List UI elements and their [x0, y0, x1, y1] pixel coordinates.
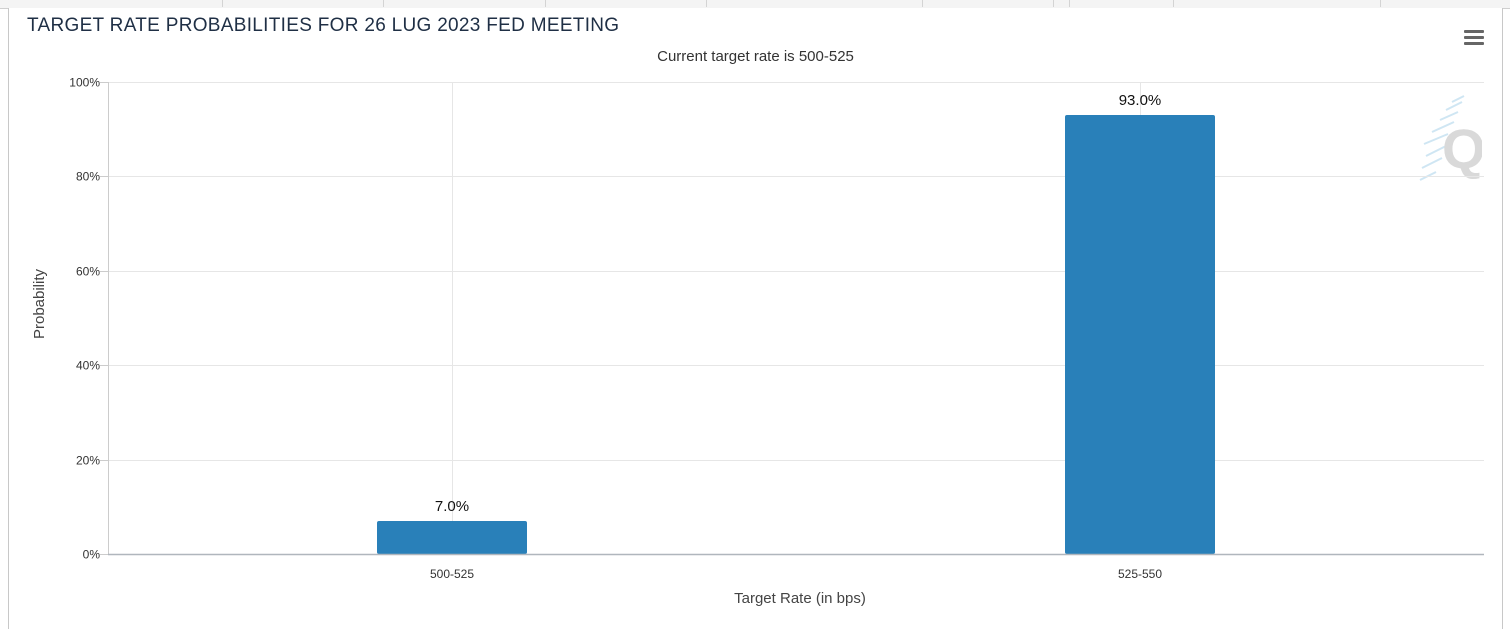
y-axis-title: Probability [31, 268, 48, 339]
gridlines [108, 82, 1484, 554]
x-axis-title: Target Rate (in bps) [734, 590, 866, 607]
x-tick-label: 500-525 [430, 567, 474, 581]
y-tick-label: 20% [76, 454, 100, 468]
bars [377, 115, 1215, 554]
q-logo-watermark-icon: Q [1419, 95, 1482, 181]
chart-title: TARGET RATE PROBABILITIES FOR 26 LUG 202… [27, 15, 620, 36]
x-tick-label: 525-550 [1118, 567, 1162, 581]
svg-text:Q: Q [1442, 117, 1482, 180]
y-tick-label: 100% [69, 76, 100, 90]
bar-chart-plot: 0% 20% 40% 60% 80% 100% 500-525 525-550 7.0% 93.… [31, 76, 1484, 607]
chart-panel: TARGET RATE PROBABILITIES FOR 26 LUG 202… [8, 8, 1503, 629]
bar-500-525[interactable] [377, 520, 527, 554]
data-label-500-525: 7.0% [435, 498, 469, 515]
y-tick-label: 0% [83, 548, 101, 562]
y-tick-label: 60% [76, 265, 100, 279]
axes: 0% 20% 40% 60% 80% 100% 500-525 525-550 [69, 76, 1484, 581]
data-label-525-550: 93.0% [1119, 92, 1162, 109]
y-tick-label: 40% [76, 359, 100, 373]
bar-525-550[interactable] [1065, 115, 1215, 554]
y-tick-label: 80% [76, 170, 100, 184]
hamburger-menu-icon[interactable] [1463, 28, 1485, 46]
chart-subtitle: Current target rate is 500-525 [657, 48, 854, 65]
data-labels: 7.0% 93.0% [435, 92, 1161, 515]
